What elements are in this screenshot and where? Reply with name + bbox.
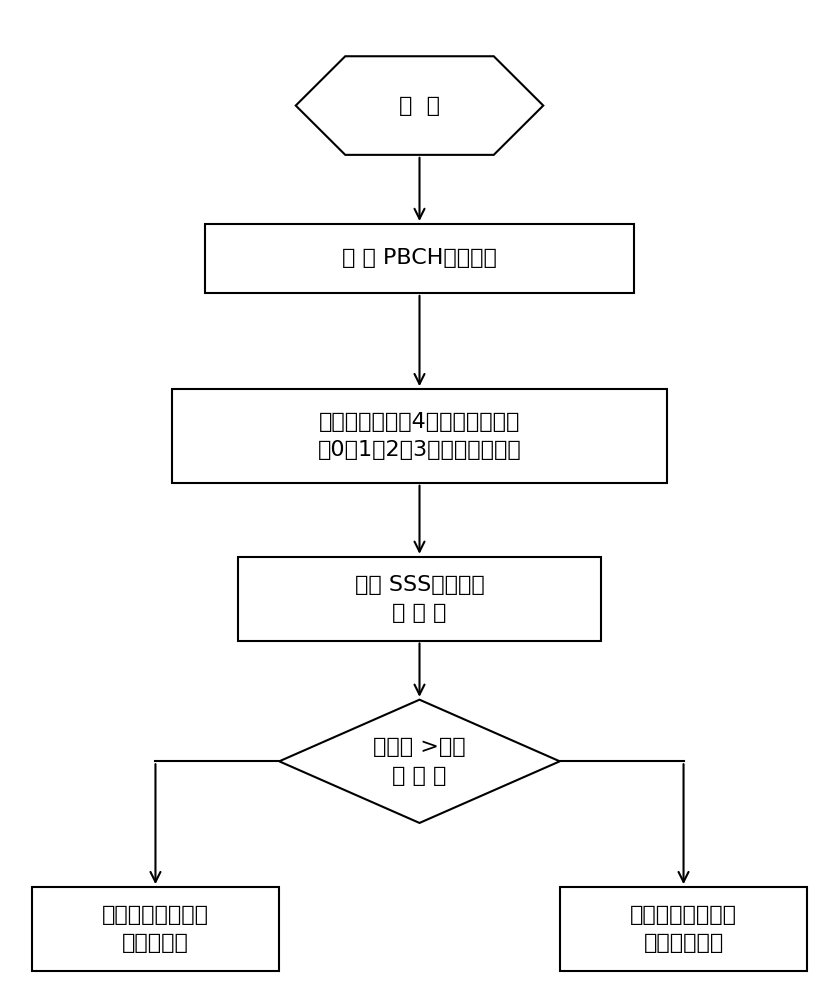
Polygon shape (279, 700, 560, 823)
Text: 假设天线端口为4时，提取天线端
口0、1、2、3对应的参考信号: 假设天线端口为4时，提取天线端 口0、1、2、3对应的参考信号 (318, 412, 521, 460)
Text: 信噪比 >预设
门 限 ？: 信噪比 >预设 门 限 ？ (373, 737, 466, 786)
Text: 利用参考信号的相
关性进行检测: 利用参考信号的相 关性进行检测 (630, 905, 737, 953)
Text: 利用 SSS估计系统
信 噪 比: 利用 SSS估计系统 信 噪 比 (355, 575, 484, 623)
Bar (238, 557, 601, 641)
Text: 确 定 PBCH映射位置: 确 定 PBCH映射位置 (342, 248, 497, 268)
Bar (560, 887, 807, 971)
Bar (205, 224, 634, 293)
Bar (32, 887, 279, 971)
Text: 利用参考信号的功
率进行检测: 利用参考信号的功 率进行检测 (102, 905, 209, 953)
Text: 开  始: 开 始 (399, 96, 440, 116)
Bar (172, 389, 667, 483)
Polygon shape (295, 56, 544, 155)
